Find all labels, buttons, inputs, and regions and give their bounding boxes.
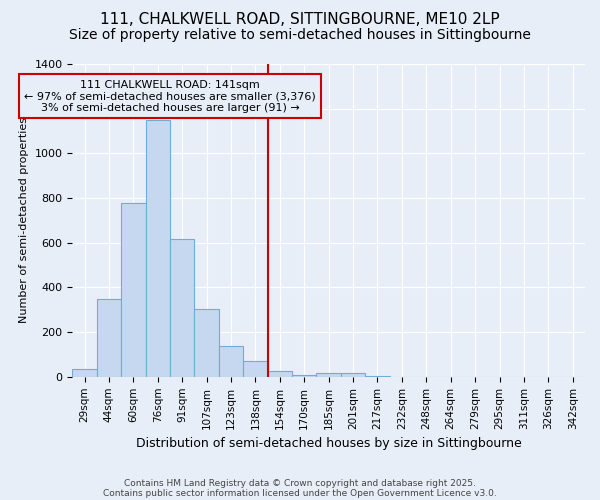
- Text: 111 CHALKWELL ROAD: 141sqm
← 97% of semi-detached houses are smaller (3,376)
3% : 111 CHALKWELL ROAD: 141sqm ← 97% of semi…: [24, 80, 316, 113]
- Text: Size of property relative to semi-detached houses in Sittingbourne: Size of property relative to semi-detach…: [69, 28, 531, 42]
- Bar: [121, 202, 146, 377]
- Bar: [170, 240, 194, 377]
- Bar: [292, 374, 316, 377]
- Text: 111, CHALKWELL ROAD, SITTINGBOURNE, ME10 2LP: 111, CHALKWELL ROAD, SITTINGBOURNE, ME10…: [100, 12, 500, 28]
- Bar: [268, 371, 292, 377]
- Bar: [73, 369, 97, 377]
- Bar: [243, 361, 268, 377]
- Text: Contains public sector information licensed under the Open Government Licence v3: Contains public sector information licen…: [103, 488, 497, 498]
- Bar: [97, 298, 121, 377]
- Text: Contains HM Land Registry data © Crown copyright and database right 2025.: Contains HM Land Registry data © Crown c…: [124, 478, 476, 488]
- Y-axis label: Number of semi-detached properties: Number of semi-detached properties: [19, 118, 29, 324]
- Bar: [146, 120, 170, 377]
- Bar: [365, 376, 389, 377]
- Bar: [194, 308, 219, 377]
- Bar: [316, 374, 341, 377]
- Bar: [219, 346, 243, 377]
- Bar: [341, 374, 365, 377]
- X-axis label: Distribution of semi-detached houses by size in Sittingbourne: Distribution of semi-detached houses by …: [136, 437, 521, 450]
